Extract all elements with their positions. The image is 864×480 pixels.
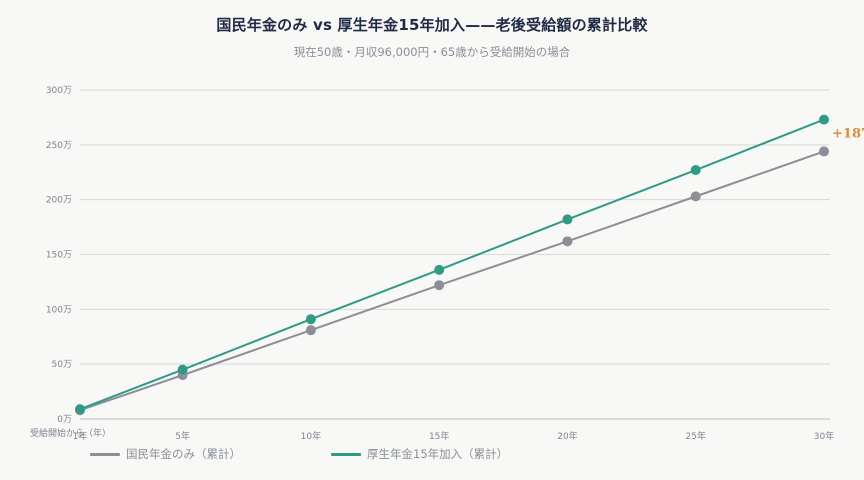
data-point[interactable] xyxy=(690,191,701,202)
data-point[interactable] xyxy=(434,280,445,291)
data-point[interactable] xyxy=(434,264,445,275)
data-point[interactable] xyxy=(819,114,829,125)
series-line-1 xyxy=(79,118,825,411)
data-point[interactable] xyxy=(305,314,316,325)
data-points xyxy=(75,114,829,416)
legend: 国民年金のみ（累計） 厚生年金15年加入（累計） xyxy=(90,446,598,462)
y-tick-label: 300万 xyxy=(46,86,72,96)
legend-swatch-green xyxy=(331,452,361,456)
legend-label: 国民年金のみ（累計） xyxy=(126,447,241,461)
legend-swatch-gray xyxy=(90,452,120,456)
difference-annotation: +187 xyxy=(832,127,864,142)
data-point[interactable] xyxy=(690,165,701,176)
x-axis-ticks: 1年 5年 10年 15年 20年 25年 30年 xyxy=(73,430,835,442)
y-tick-label: 50万 xyxy=(52,360,72,370)
x-axis-title: 受給開始から（年） xyxy=(30,427,111,439)
y-tick-label: 200万 xyxy=(46,196,72,206)
x-tick-label: 10年 xyxy=(301,430,321,442)
y-tick-label: 150万 xyxy=(46,251,72,261)
legend-label: 厚生年金15年加入（累計） xyxy=(367,447,509,461)
data-point[interactable] xyxy=(562,236,573,247)
data-point[interactable] xyxy=(819,146,829,157)
x-tick-label: 30年 xyxy=(814,430,834,442)
legend-item-employee-pension[interactable]: 厚生年金15年加入（累計） xyxy=(331,446,508,462)
y-tick-label: 0万 xyxy=(57,415,72,425)
series-lines xyxy=(79,118,825,412)
grid-lines xyxy=(80,89,830,420)
data-point[interactable] xyxy=(305,325,316,336)
data-point[interactable] xyxy=(75,404,85,415)
x-tick-label: 25年 xyxy=(685,430,705,442)
legend-item-national-pension[interactable]: 国民年金のみ（累計） xyxy=(90,446,241,462)
chart-subtitle: 現在50歳・月収96,000円・65歳から受給開始の場合 xyxy=(293,45,571,59)
data-point[interactable] xyxy=(562,214,573,225)
series-line-0 xyxy=(79,150,825,412)
y-tick-label: 100万 xyxy=(46,305,72,315)
y-axis-ticks: 0万 50万 100万 150万 200万 250万 300万 xyxy=(46,86,72,425)
y-tick-label: 250万 xyxy=(46,141,72,151)
x-tick-label: 5年 xyxy=(175,430,190,442)
x-tick-label: 1年 xyxy=(73,430,88,442)
data-point[interactable] xyxy=(177,364,188,375)
x-tick-label: 20年 xyxy=(557,430,577,442)
x-tick-label: 15年 xyxy=(429,430,449,442)
chart-title: 国民年金のみ vs 厚生年金15年加入——老後受給額の累計比較 xyxy=(216,16,648,34)
